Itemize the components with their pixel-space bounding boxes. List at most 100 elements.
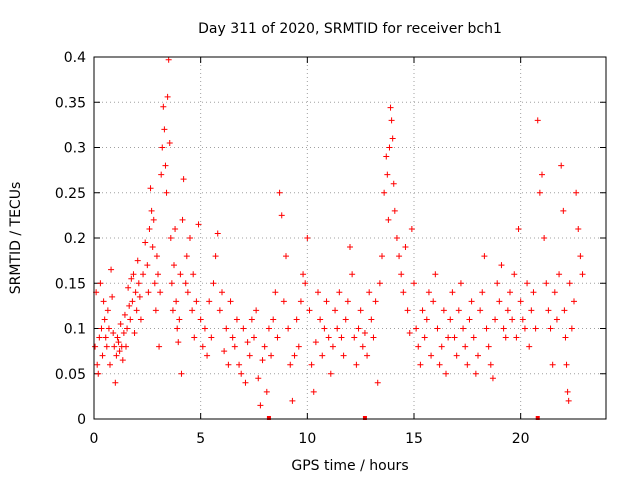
data-point — [121, 311, 128, 318]
data-point — [255, 375, 262, 382]
data-point — [342, 316, 349, 323]
data-point — [364, 352, 371, 359]
data-point — [285, 325, 292, 332]
data-point — [428, 352, 435, 359]
data-point — [246, 352, 253, 359]
data-point — [453, 352, 460, 359]
data-point — [406, 330, 413, 337]
data-point — [147, 185, 154, 192]
data-point — [526, 343, 533, 350]
data-point — [571, 298, 577, 305]
data-point — [124, 325, 131, 332]
data-point — [253, 307, 260, 314]
data-point — [102, 334, 109, 341]
data-point — [487, 361, 494, 368]
data-point — [372, 298, 379, 305]
data-point — [176, 316, 183, 323]
data-point — [545, 307, 552, 314]
data-point — [107, 361, 113, 368]
data-point — [129, 298, 136, 305]
data-point — [359, 343, 366, 350]
data-point — [496, 298, 503, 305]
data-point — [434, 325, 441, 332]
data-point — [201, 325, 208, 332]
data-point — [137, 316, 144, 323]
data-point — [146, 225, 153, 232]
data-point — [327, 370, 334, 377]
axis-marker — [535, 416, 540, 420]
data-point — [388, 117, 395, 124]
data-point — [101, 316, 108, 323]
data-point — [379, 253, 385, 260]
data-point — [105, 325, 112, 332]
data-point — [457, 280, 464, 287]
data-point — [302, 280, 309, 287]
data-point — [507, 289, 513, 296]
data-point — [336, 289, 343, 296]
data-point — [238, 370, 245, 377]
data-point — [225, 361, 232, 368]
data-point — [573, 189, 580, 196]
data-point — [212, 253, 219, 260]
data-point — [551, 289, 558, 296]
data-point — [229, 334, 236, 341]
data-point — [140, 271, 147, 278]
y-tick-label: 0.15 — [55, 276, 86, 292]
axis-marker — [362, 416, 367, 420]
data-point — [306, 307, 313, 314]
data-point — [174, 325, 181, 332]
data-point — [561, 307, 568, 314]
data-point — [169, 307, 176, 314]
data-point — [150, 216, 157, 223]
data-point — [564, 388, 571, 395]
data-point — [317, 316, 324, 323]
data-point — [183, 253, 190, 260]
data-point — [151, 280, 158, 287]
data-point — [534, 117, 541, 124]
data-point — [187, 235, 193, 241]
data-point — [128, 275, 135, 282]
data-point — [244, 339, 251, 346]
data-point — [195, 221, 202, 228]
data-point — [270, 316, 277, 323]
data-point — [293, 316, 300, 323]
data-point — [398, 271, 405, 278]
data-point — [385, 216, 392, 223]
data-point — [390, 180, 397, 187]
data-point — [355, 325, 362, 332]
data-point — [291, 352, 298, 359]
data-point — [158, 171, 165, 178]
data-point — [233, 316, 240, 323]
data-point — [173, 298, 180, 305]
data-point — [163, 189, 170, 196]
data-point — [393, 235, 400, 241]
data-point — [206, 298, 213, 305]
data-point — [125, 284, 132, 291]
data-point — [189, 307, 196, 314]
data-point — [113, 352, 120, 359]
data-point — [532, 325, 539, 332]
data-point — [383, 153, 390, 160]
data-point — [556, 271, 563, 278]
data-point — [443, 370, 449, 377]
data-point — [95, 370, 102, 377]
data-point — [159, 144, 166, 151]
data-point — [528, 307, 535, 314]
data-point — [287, 361, 294, 368]
data-point — [325, 334, 332, 341]
data-point — [521, 325, 528, 332]
data-point — [432, 271, 439, 278]
data-point — [133, 307, 140, 314]
data-point — [440, 307, 447, 314]
data-point — [171, 262, 177, 269]
data-point — [104, 307, 111, 314]
axis-marker — [266, 416, 271, 420]
data-point — [462, 343, 469, 350]
data-point — [329, 343, 336, 350]
data-point — [530, 289, 537, 296]
data-point — [261, 343, 268, 350]
data-point — [340, 352, 347, 359]
x-tick-label: 20 — [512, 431, 530, 447]
data-point — [153, 253, 160, 260]
data-point — [115, 339, 122, 346]
